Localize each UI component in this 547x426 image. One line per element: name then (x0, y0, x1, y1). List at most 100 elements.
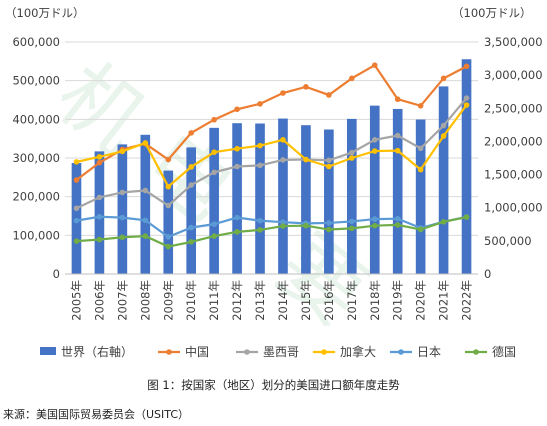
series-point-2 (165, 183, 172, 190)
y-right-tick-label: 2,000,000 (484, 134, 543, 148)
y-right-tick-label: 3,500,000 (484, 35, 543, 49)
series-point-2 (211, 149, 217, 155)
series-point-3 (165, 234, 172, 240)
legend-label-2: 加拿大 (340, 344, 376, 359)
series-point-1 (394, 132, 401, 139)
series-point-2 (440, 133, 447, 139)
series-point-1 (440, 122, 447, 129)
y-left-tick-label: 400,000 (12, 112, 60, 126)
series-point-0 (234, 106, 240, 113)
series-point-3 (349, 218, 355, 225)
series-point-3 (234, 214, 240, 221)
series-point-4 (440, 219, 447, 225)
bar-world (209, 127, 219, 274)
bar-world (461, 59, 472, 275)
series-point-1 (211, 169, 217, 176)
y-left-tick-label: 300,000 (12, 151, 60, 165)
bar-world (278, 118, 288, 274)
x-tick-label: 2005年 (69, 280, 83, 321)
series-point-1 (119, 189, 126, 196)
series-point-4 (371, 222, 378, 229)
series-point-4 (417, 226, 424, 233)
series-point-0 (303, 84, 309, 90)
series-point-1 (417, 145, 424, 152)
x-tick-label: 2010年 (184, 280, 198, 321)
legend-label-0: 中国 (185, 344, 209, 359)
x-tick-label: 2014年 (276, 280, 290, 321)
series-point-3 (257, 217, 263, 224)
bar-world (324, 129, 334, 274)
series-point-1 (326, 157, 332, 164)
series-point-3 (96, 213, 103, 220)
series-point-2 (326, 163, 332, 170)
series-point-0 (394, 96, 401, 103)
series-point-2 (394, 147, 401, 154)
y-left-tick-label: 500,000 (12, 74, 60, 88)
series-point-1 (257, 162, 263, 169)
legend-marker-4 (473, 349, 479, 355)
series-point-2 (119, 148, 126, 155)
series-point-2 (349, 155, 355, 161)
series-point-2 (417, 166, 424, 173)
bar-world (140, 134, 151, 274)
series-point-3 (119, 214, 126, 221)
series-point-4 (188, 239, 194, 245)
series-point-4 (326, 226, 332, 233)
figure-source: 来源：美国国际贸易委员会（USITC） (3, 408, 190, 421)
series-point-2 (463, 102, 470, 108)
bar-world (186, 147, 197, 274)
series-point-1 (234, 163, 240, 170)
y-right-tick-label: 2,500,000 (484, 101, 543, 115)
x-tick-label: 2018年 (368, 280, 382, 321)
series-point-0 (165, 156, 172, 163)
x-tick-label: 2012年 (230, 280, 244, 321)
series-point-3 (142, 217, 149, 224)
series-point-1 (188, 182, 194, 188)
y-left-tick-label: 0 (53, 267, 60, 281)
series-point-4 (142, 233, 149, 239)
series-point-4 (211, 233, 217, 239)
bar-world (346, 118, 357, 275)
bar-world (301, 125, 311, 274)
series-line-4 (76, 216, 467, 248)
series-point-2 (303, 156, 309, 163)
series-point-3 (394, 215, 401, 222)
x-tick-label: 2019年 (391, 280, 405, 321)
x-tick-label: 2021年 (437, 280, 451, 321)
axes: 0 100,000 200,000 300,000 400,000 500,000 600,… (5, 6, 543, 321)
series-point-0 (463, 63, 470, 70)
series-line-1 (76, 97, 468, 210)
series-point-4 (394, 222, 401, 228)
series-point-2 (142, 140, 149, 146)
series-point-0 (440, 75, 447, 82)
series-point-3 (188, 224, 194, 231)
series-point-3 (73, 217, 80, 224)
series-point-1 (96, 194, 103, 201)
gridlines (65, 41, 478, 275)
legend-label-world: 世界（右軸） (61, 344, 133, 359)
series-point-2 (234, 145, 240, 152)
series-point-1 (165, 202, 172, 209)
legend-marker-2 (321, 349, 327, 355)
series-point-2 (73, 159, 80, 165)
y-left-tick-label: 100,000 (12, 228, 60, 242)
series-point-4 (303, 222, 309, 229)
x-tick-label: 2020年 (414, 280, 428, 321)
series-point-1 (142, 187, 149, 194)
legend-marker-3 (398, 349, 404, 355)
legend-swatch-world (40, 347, 56, 355)
series-point-2 (96, 154, 103, 160)
bars (71, 59, 472, 275)
series-point-4 (96, 236, 103, 243)
series-point-4 (165, 243, 172, 250)
bar-world (392, 108, 403, 274)
legend-label-3: 日本 (417, 345, 441, 359)
y-right-unit-label: （100万ドル） (452, 6, 531, 20)
legend-label-1: 墨西哥 (263, 345, 299, 359)
series-point-1 (371, 137, 378, 143)
series-point-2 (280, 137, 286, 143)
figure-caption: 图 1：按国家（地区）划分的美国进口额年度走势 (147, 378, 400, 392)
bar-world (415, 119, 426, 274)
x-tick-label: 2009年 (161, 280, 175, 321)
series-point-3 (326, 220, 332, 226)
